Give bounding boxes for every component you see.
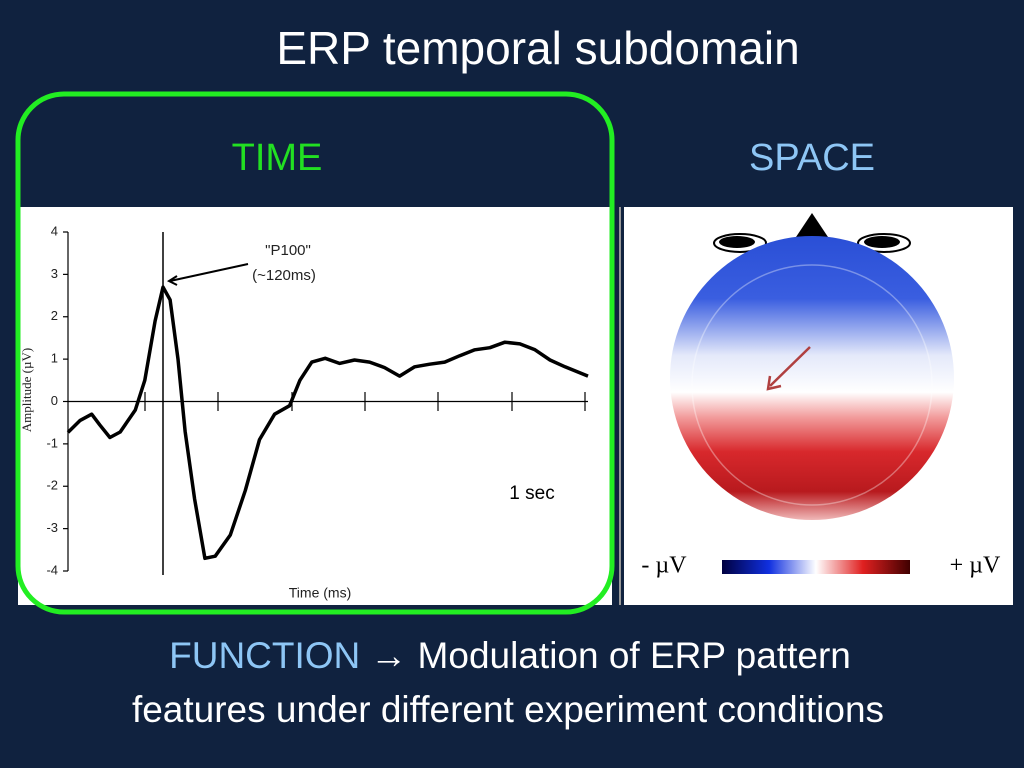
y-axis-label: Amplitude (µV): [19, 348, 34, 432]
y-tick-label: 1: [51, 351, 58, 366]
arrow: [769, 346, 811, 387]
function-line: FUNCTION → Modulation of ERP pattern: [169, 635, 851, 676]
arrow-head: [766, 375, 782, 391]
y-tick-label: -1: [46, 435, 58, 450]
color-bar: [722, 560, 910, 574]
scalp-map: - µV + µV: [641, 213, 1001, 579]
scalp: [670, 236, 954, 520]
ear: [864, 236, 900, 248]
y-tick-label: 3: [51, 266, 58, 281]
annotation: 1 sec: [509, 483, 554, 504]
slide-title: ERP temporal subdomain: [276, 22, 799, 74]
scalp-ring: [691, 264, 933, 506]
highlight-box: [15, 91, 615, 615]
y-tick-label: -4: [46, 562, 58, 577]
neg-label: - µV: [641, 553, 687, 579]
erp-panel: [18, 207, 612, 605]
function-label: FUNCTION: [169, 635, 360, 676]
annotation: (~120ms): [252, 267, 316, 284]
annotation: "P100": [265, 242, 311, 259]
space-label: SPACE: [749, 137, 875, 179]
arrow-head: [166, 275, 178, 286]
erp-line: [66, 285, 589, 561]
function-text: features under different experiment cond…: [132, 689, 884, 730]
ear: [719, 236, 755, 248]
y-tick-label: 4: [51, 223, 58, 238]
x-axis-label: Time (ms): [289, 585, 351, 601]
erp-chart: "P100" (~120ms) 1 sec Time (ms) Amplitud…: [19, 223, 589, 601]
pos-label: + µV: [950, 553, 1001, 579]
function-text: → Modulation of ERP pattern: [370, 635, 851, 676]
y-tick-label: -3: [46, 520, 58, 535]
y-tick-label: -2: [46, 478, 58, 493]
y-tick-label: 0: [51, 393, 58, 408]
annotation-arrow: [169, 263, 249, 282]
y-tick-label: 2: [51, 308, 58, 323]
time-label: TIME: [232, 137, 323, 179]
